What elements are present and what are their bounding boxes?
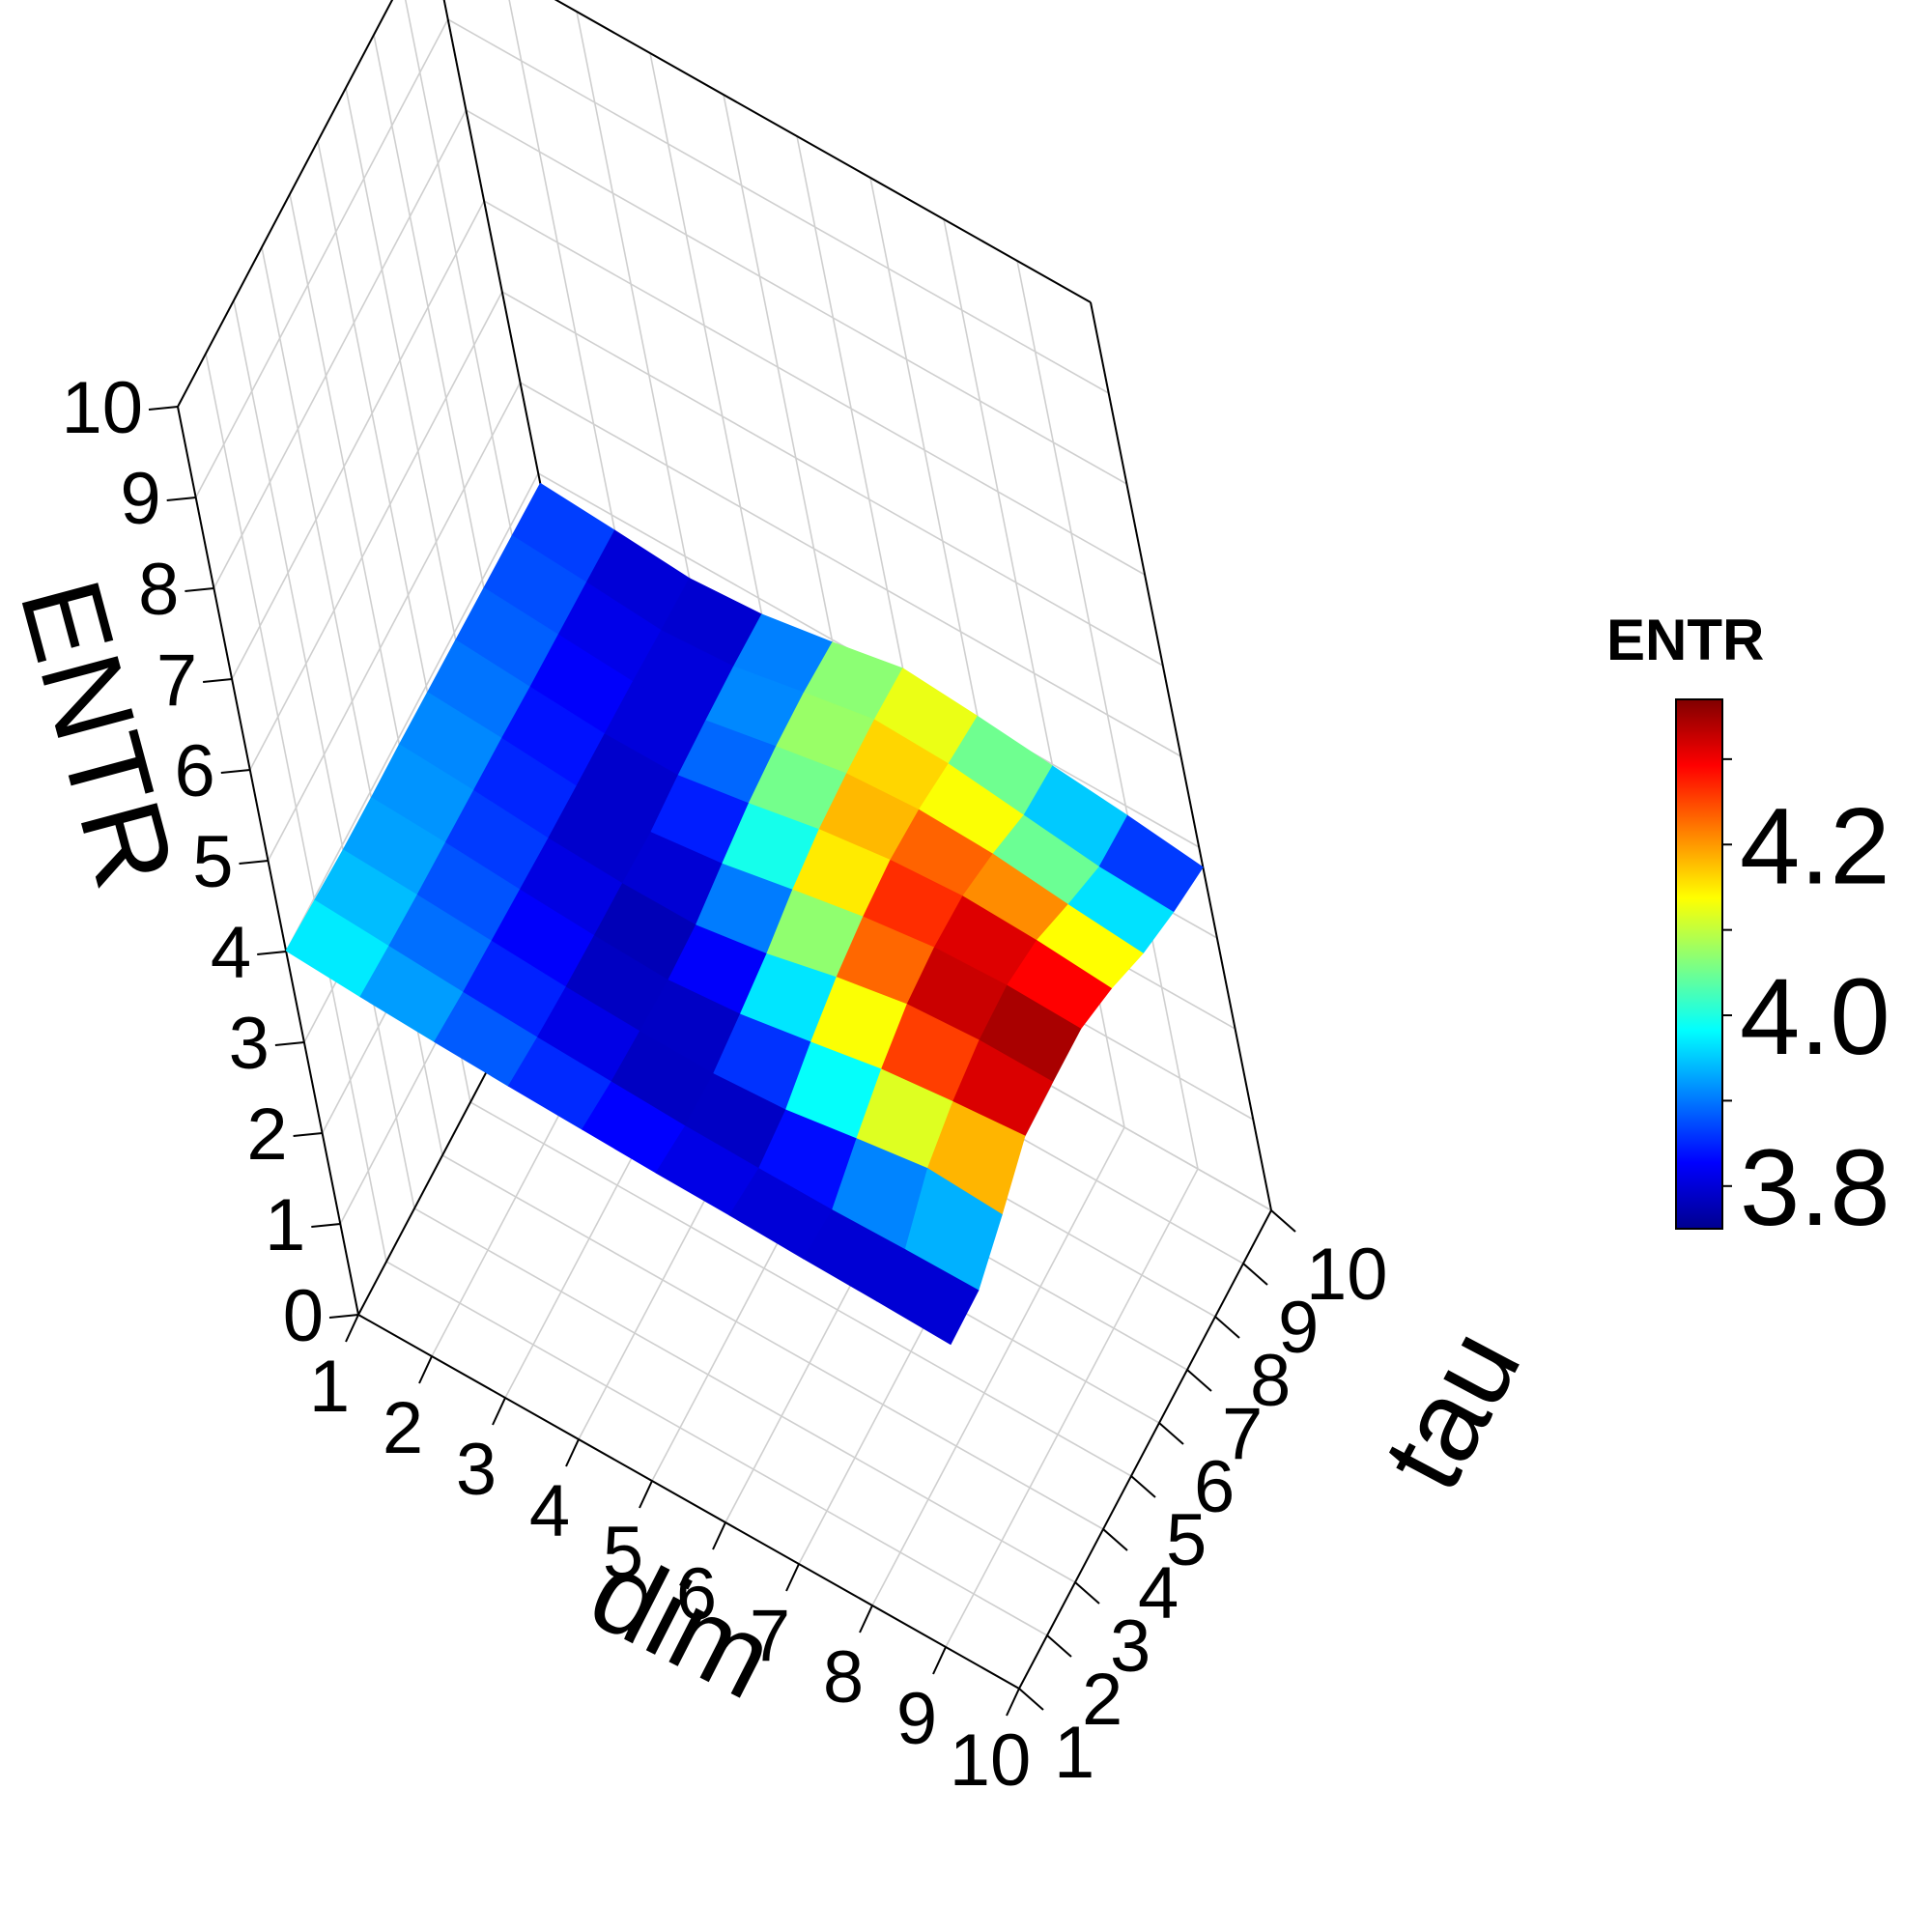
x-tick-label: 9	[896, 1678, 937, 1760]
z-tick	[257, 951, 287, 955]
y-tick	[1074, 1581, 1100, 1605]
y-tick	[1018, 1688, 1044, 1711]
z-tick	[166, 497, 196, 501]
box-edge	[1090, 301, 1272, 1211]
y-tick-label: 7	[1222, 1393, 1263, 1475]
y-tick-label: 10	[1306, 1234, 1388, 1316]
z-tick-label: 8	[138, 549, 179, 631]
z-tick-label: 3	[229, 1003, 270, 1085]
surface-patch	[876, 1249, 980, 1346]
colorbar-gradient	[1675, 698, 1723, 1230]
y-tick	[1130, 1475, 1156, 1498]
y-tick	[1214, 1316, 1240, 1339]
colorbar-ticks: 3.8 4.0 4.2	[1722, 757, 1890, 1248]
x-tick-label: 3	[456, 1429, 497, 1511]
x-tick	[1006, 1688, 1020, 1717]
z-tick	[328, 1314, 359, 1319]
y-tick	[1186, 1369, 1212, 1392]
z-tick-label: 5	[192, 821, 233, 903]
y-tick-label: 6	[1194, 1446, 1235, 1528]
z-tick	[148, 406, 179, 411]
x-tick	[492, 1397, 506, 1426]
grid-line	[177, 0, 1092, 408]
box-edge	[554, 0, 1092, 303]
x-tick	[639, 1480, 653, 1509]
x-tick-label: 1	[309, 1346, 350, 1428]
y-tick-label: 5	[1166, 1499, 1207, 1581]
box-edge	[177, 0, 394, 408]
z-tick-label: 2	[246, 1094, 287, 1176]
z-tick-label: 7	[156, 639, 197, 722]
y-tick	[1102, 1528, 1128, 1551]
y-tick-label: 9	[1278, 1287, 1319, 1369]
x-tick	[345, 1314, 359, 1343]
y-tick-label: 1	[1054, 1712, 1094, 1794]
colorbar-tick-label: 4.0	[1740, 956, 1890, 1077]
colorbar-tick-label: 3.8	[1740, 1127, 1890, 1248]
z-tick-label: 9	[120, 458, 160, 540]
grid-line	[213, 108, 1127, 589]
surface	[285, 482, 1204, 1346]
z-tick-label: 0	[283, 1275, 324, 1357]
x-tick	[418, 1355, 433, 1384]
colorbar: ENTR 3.8 4.0 4.2	[1606, 608, 1890, 1248]
grid-line	[194, 17, 1110, 498]
z-tick	[185, 587, 214, 592]
x-tick	[785, 1563, 800, 1592]
x-tick	[859, 1605, 873, 1634]
z-tick-label: 4	[211, 912, 251, 994]
x-tick	[932, 1646, 947, 1675]
z-tick	[293, 1132, 323, 1137]
z-tick-label: 1	[265, 1184, 305, 1266]
x-tick	[712, 1521, 726, 1550]
y-tick-label: 8	[1250, 1340, 1291, 1422]
z-tick	[203, 678, 233, 683]
z-tick-label: 10	[61, 367, 143, 449]
x-tick-label: 10	[950, 1719, 1032, 1802]
y-tick-label: 4	[1138, 1552, 1179, 1634]
x-tick-label: 2	[383, 1387, 423, 1469]
colorbar-tick-label: 4.2	[1740, 785, 1890, 906]
z-tick	[239, 860, 269, 865]
box-edge	[1018, 1209, 1272, 1690]
z-tick	[274, 1041, 304, 1046]
y-tick	[1270, 1209, 1296, 1233]
y-tick	[1158, 1422, 1184, 1445]
y-tick-label: 3	[1110, 1605, 1151, 1688]
y-axis-title: tau	[1358, 1310, 1546, 1510]
z-tick-label: 6	[175, 730, 215, 812]
x-tick-label: 5	[603, 1512, 643, 1594]
x-tick-label: 6	[676, 1553, 717, 1635]
y-tick	[1242, 1263, 1268, 1286]
x-tick	[565, 1438, 580, 1467]
box-edge	[357, 1314, 1020, 1690]
y-tick-label: 2	[1082, 1659, 1122, 1741]
z-tick	[220, 769, 250, 774]
y-tick	[1046, 1634, 1072, 1658]
x-tick-label: 8	[823, 1636, 864, 1719]
colorbar-title: ENTR	[1606, 608, 1764, 672]
x-tick-label: 4	[529, 1470, 570, 1552]
z-tick	[311, 1223, 341, 1228]
x-tick-label: 7	[750, 1595, 790, 1677]
